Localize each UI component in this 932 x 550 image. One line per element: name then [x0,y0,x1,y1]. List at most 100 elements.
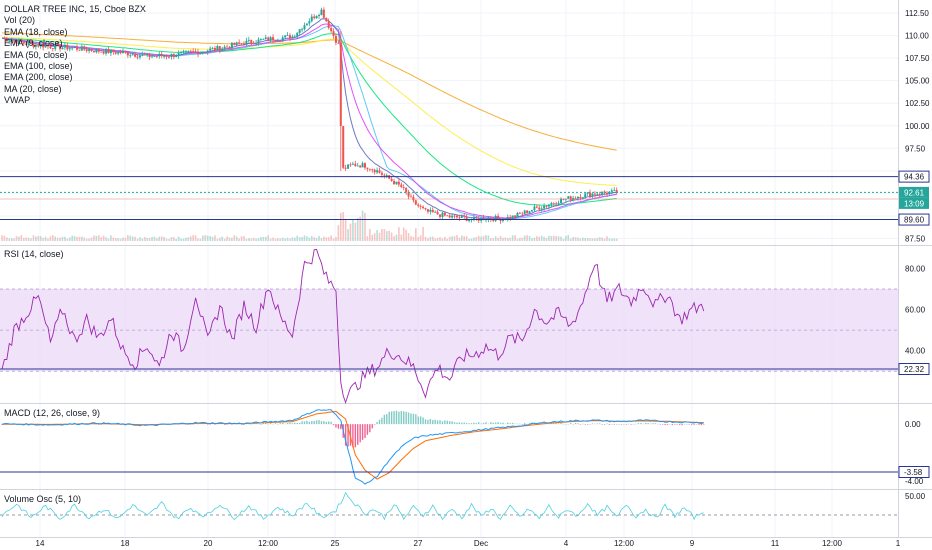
indicator-vol[interactable]: Vol (20) [4,15,36,26]
macd-hist-bar [248,423,250,425]
indicator-ema-50[interactable]: EMA (50, close) [4,49,68,60]
macd-hist-bar [596,423,599,425]
volume-bar [240,236,243,241]
volume-bar [431,236,434,241]
macd-hist-bar [192,424,194,425]
candle-body [182,51,185,53]
volume-bar [410,236,412,241]
candle-body [3,38,6,40]
macd-hist-bar [664,424,666,426]
candle-body [533,206,536,211]
ema-50-line [2,33,617,206]
candle-body [30,42,33,44]
macd-hist-bar [289,422,291,425]
volume-bar [586,238,589,241]
candle-body [516,212,519,217]
volume-bar [129,235,132,241]
volume-bar [56,237,59,241]
volume-bar [185,237,187,241]
macd-hist-bar [480,423,482,425]
candle-body [523,210,526,214]
macd-hist-bar [490,422,492,425]
macd-hist-bar [548,423,550,425]
volume-bar [453,236,456,241]
candle-body [359,165,362,168]
indicator-ema-9[interactable]: EMA (9, close) [4,38,63,49]
volume-bar [540,235,543,241]
macd-hist-bar [282,422,284,425]
candle-body [80,46,83,51]
volume-bar [13,238,15,241]
candle-body [76,47,79,50]
macd-hist-bar [628,423,630,425]
volume-bar [107,238,110,241]
macd-hist-bar [603,424,606,425]
macd-level-tag: -3.58 [904,468,923,477]
volume-bar [594,238,596,241]
volume-bar [105,237,107,241]
candle-body [509,217,512,220]
candle-body [376,170,379,173]
macd-hist-bar [388,411,390,425]
indicator-ma-20[interactable]: MA (20, close) [4,83,62,94]
volume-bar [330,235,332,241]
macd-hist-bar [470,423,473,425]
volume-bar [485,235,487,241]
rsi-pane-title[interactable]: RSI (14, close) [4,249,64,259]
symbol-title[interactable]: DOLLAR TREE INC, 15, Cboe BZX [4,4,146,14]
volosc-pane-title[interactable]: Volume Osc (5, 10) [4,494,82,504]
macd-hist-bar [400,410,402,425]
candle-body [107,49,110,54]
macd-hist-bar [492,422,494,425]
macd-hist-bar [524,423,526,425]
volume-bar [110,235,112,241]
volume-bar [255,238,257,241]
macd-hist-bar [521,424,523,425]
indicator-vwap[interactable]: VWAP [4,95,31,106]
volume-bar [298,237,301,241]
candle-body [240,43,243,45]
volume-bar [499,235,502,241]
volume-bar [54,236,57,241]
candle-body [569,196,572,201]
indicator-ema-100[interactable]: EMA (100, close) [4,60,73,71]
macd-hist-bar [185,424,187,425]
indicator-ema-18[interactable]: EMA (18, close) [4,26,68,37]
volume-bar [490,238,492,241]
candle-body [92,51,95,53]
macd-hist-bar [589,424,591,425]
volosc-line [1,491,704,521]
candle-body [468,219,471,221]
indicator-ema-200[interactable]: EMA (200, close) [4,72,73,83]
candle-body [187,50,190,52]
macd-hist-bar [594,423,596,425]
candle-body [34,44,37,47]
volume-bar [3,235,6,241]
volume-bar [15,236,18,241]
macd-hist-bar [361,424,364,440]
macd-hist-bar [540,422,543,425]
macd-hist-bar [625,424,628,425]
macd-hist-bar [381,417,383,425]
candle-body [446,215,449,217]
volume-bar [148,238,151,241]
candle-body [209,48,212,51]
candle-body [267,37,270,41]
volume-bar [25,237,27,241]
volume-bar [369,229,371,241]
macd-hist-bar [550,423,553,425]
volume-bar [6,237,8,241]
macd-hist-bar [487,423,490,425]
macd-hist-bar [318,420,320,425]
volume-bar [95,235,98,241]
macd-hist-bar [475,423,478,425]
macd-pane-title[interactable]: MACD (12, 26, close, 9) [4,408,101,418]
volume-bar [325,237,328,241]
price-tag-94: 94.36 [904,173,925,182]
macd-hist-bar [678,424,681,425]
volume-bar [347,229,349,241]
macd-hist-bar [240,424,243,425]
volume-bar [32,235,35,241]
volume-bar [482,235,485,241]
